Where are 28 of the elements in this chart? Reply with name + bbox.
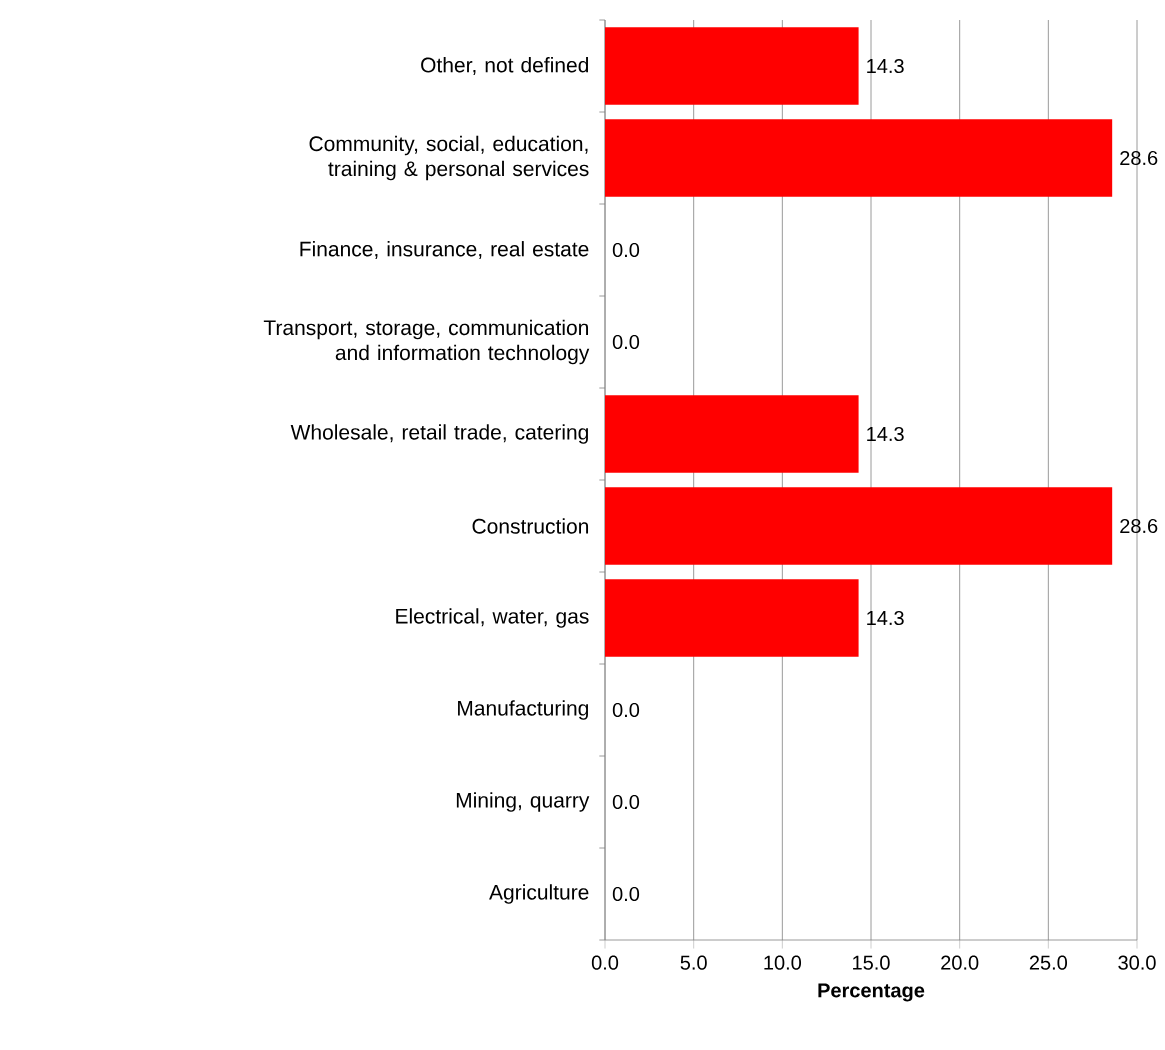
data-label: 0.0 — [612, 242, 640, 258]
data-label: 14.3 — [867, 58, 904, 74]
data-label: 0.0 — [612, 334, 640, 350]
y-tick-label: Electrical, water, gas — [396, 608, 589, 628]
data-label: 0.0 — [612, 886, 640, 902]
data-label: 28.6 — [1120, 150, 1158, 166]
x-axis-title: Percentage — [818, 983, 925, 1002]
x-tick-label: 15.0 — [853, 955, 890, 970]
data-label: 14.3 — [867, 610, 904, 626]
x-tick-label: 25.0 — [1029, 955, 1068, 970]
y-tick-label: Mining, quarry — [456, 792, 590, 812]
y-tick-label: Manufacturing — [458, 700, 589, 720]
y-tick-label: Construction — [472, 518, 589, 534]
data-label: 28.6 — [1120, 518, 1158, 534]
x-tick-label: 20.0 — [941, 955, 979, 970]
y-tick-label: Wholesale, retail trade, catering — [290, 424, 588, 444]
data-label: 14.3 — [867, 426, 904, 442]
data-label: 0.0 — [612, 794, 640, 810]
y-tick-label: Finance, insurance, real estate — [300, 241, 589, 259]
x-tick-label: 30.0 — [1118, 955, 1156, 970]
y-tick-label: Transport, storage, communication and information technology — [263, 319, 590, 365]
y-tick-label: Other, not defined — [421, 57, 589, 75]
y-tick-label: Agriculture — [489, 884, 589, 904]
x-tick-label: 5.0 — [680, 955, 707, 970]
data-label: 0.0 — [612, 702, 640, 718]
x-tick-label: 10.0 — [764, 955, 802, 970]
x-tick-label: 0.0 — [591, 955, 619, 970]
y-tick-label: Community, social, education, training & personal services — [309, 135, 589, 181]
